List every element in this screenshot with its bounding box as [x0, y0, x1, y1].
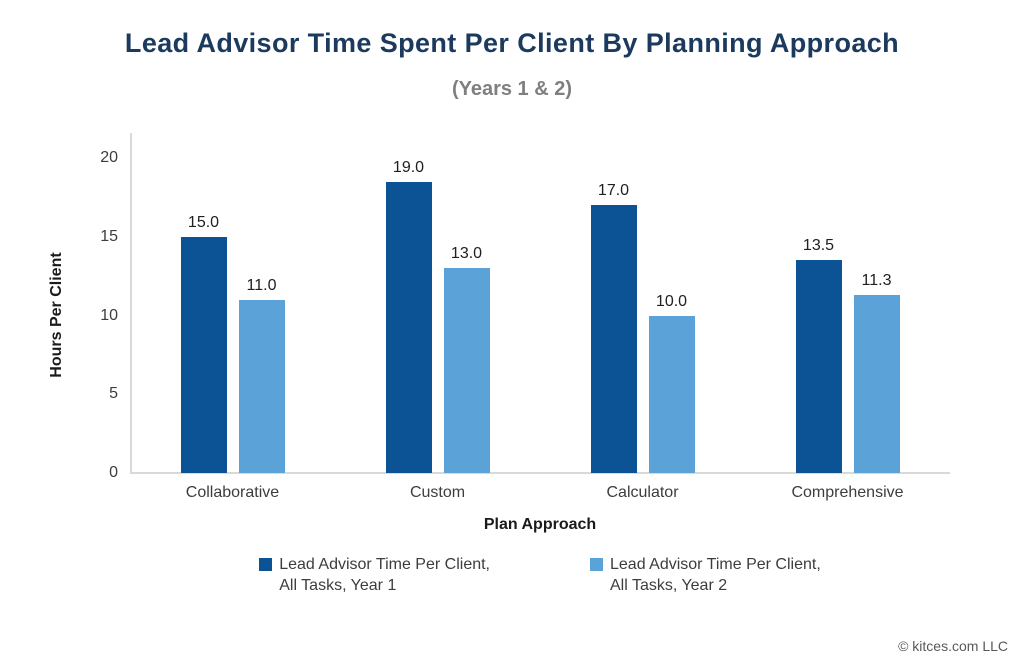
legend-label-line2: All Tasks, Year 1: [279, 577, 397, 594]
bar-year1-custom: [385, 182, 432, 473]
category-label-collaborative: Collaborative: [185, 484, 280, 501]
copyright-text: © kitces.com LLC: [898, 638, 1008, 654]
legend-swatch-year1: [259, 558, 273, 571]
y-tick-5: 5: [109, 385, 118, 403]
bar-year2-calculator: [648, 315, 695, 473]
bar-year2-comprehensive: [853, 295, 900, 473]
chart-title: Lead Advisor Time Spent Per Client By Pl…: [124, 28, 900, 58]
legend-label-year1: Lead Advisor Time Per Client, All Tasks, …: [279, 554, 490, 596]
bar-wrap-year1: 13.5: [795, 158, 842, 473]
bar-wrap-year1: 15.0: [180, 158, 227, 473]
bar-value-label: 17.0: [597, 182, 630, 200]
bar-value-label: 11.0: [246, 276, 277, 294]
bar-group-collaborative: 15.0 11.0: [130, 158, 335, 473]
bar-group-comprehensive: 13.5 11.3: [745, 158, 950, 473]
bar-year1-collaborative: [180, 236, 227, 473]
y-tick-0: 0: [109, 464, 118, 481]
bar-group-custom: 19.0 13.0: [335, 158, 540, 473]
bar-wrap-year2: 11.3: [853, 158, 900, 473]
legend-label-line1: Lead Advisor Time Per Client,: [610, 556, 821, 573]
bar-wrap-year2: 11.0: [238, 158, 285, 473]
bar-year1-comprehensive: [795, 260, 842, 473]
legend-entry-year2: Lead Advisor Time Per Client, All Tasks, …: [590, 554, 821, 596]
bar-value-label: 10.0: [655, 292, 688, 310]
y-tick-10: 10: [100, 306, 118, 324]
bar-value-label: 13.5: [802, 237, 835, 255]
legend-swatch-year2: [590, 558, 603, 571]
bar-wrap-year1: 19.0: [385, 158, 432, 473]
bar-group-calculator: 17.0 10.0: [540, 158, 745, 473]
chart-subtitle: (Years 1 & 2): [451, 78, 573, 100]
bar-value-label: 15.0: [187, 213, 220, 231]
category-label-comprehensive: Comprehensive: [791, 484, 904, 501]
legend: Lead Advisor Time Per Client, All Tasks, …: [130, 554, 950, 596]
category-labels: Collaborative Custom Calculator Comprehensi…: [130, 484, 950, 502]
y-tick-15: 15: [100, 227, 118, 245]
bar-wrap-year1: 17.0: [590, 158, 637, 473]
bar-value-label: 13.0: [450, 245, 483, 263]
legend-label-line1: Lead Advisor Time Per Client,: [279, 556, 490, 573]
bar-value-label: 11.3: [861, 272, 892, 290]
bar-wrap-year2: 10.0: [648, 158, 695, 473]
y-axis-line: [130, 133, 132, 473]
bar-value-label: 19.0: [392, 159, 425, 176]
category-label-custom: Custom: [409, 484, 466, 501]
bar-year2-custom: [443, 268, 490, 473]
legend-entry-year1: Lead Advisor Time Per Client, All Tasks, …: [259, 554, 490, 596]
bar-year1-calculator: [590, 205, 637, 473]
bar-year2-collaborative: [238, 299, 285, 473]
y-tick-20: 20: [100, 149, 118, 166]
legend-label-year2: Lead Advisor Time Per Client, All Tasks, …: [610, 554, 821, 596]
category-label-calculator: Calculator: [606, 484, 679, 501]
plot-area: 15.0 11.0 19.0 13.0 17.0 10.0 13.5 11.3: [130, 158, 950, 473]
legend-label-line2: All Tasks, Year 2: [610, 577, 728, 594]
bar-wrap-year2: 13.0: [443, 158, 490, 473]
x-axis-label: Plan Approach: [483, 516, 597, 533]
x-axis-line: [130, 472, 950, 474]
